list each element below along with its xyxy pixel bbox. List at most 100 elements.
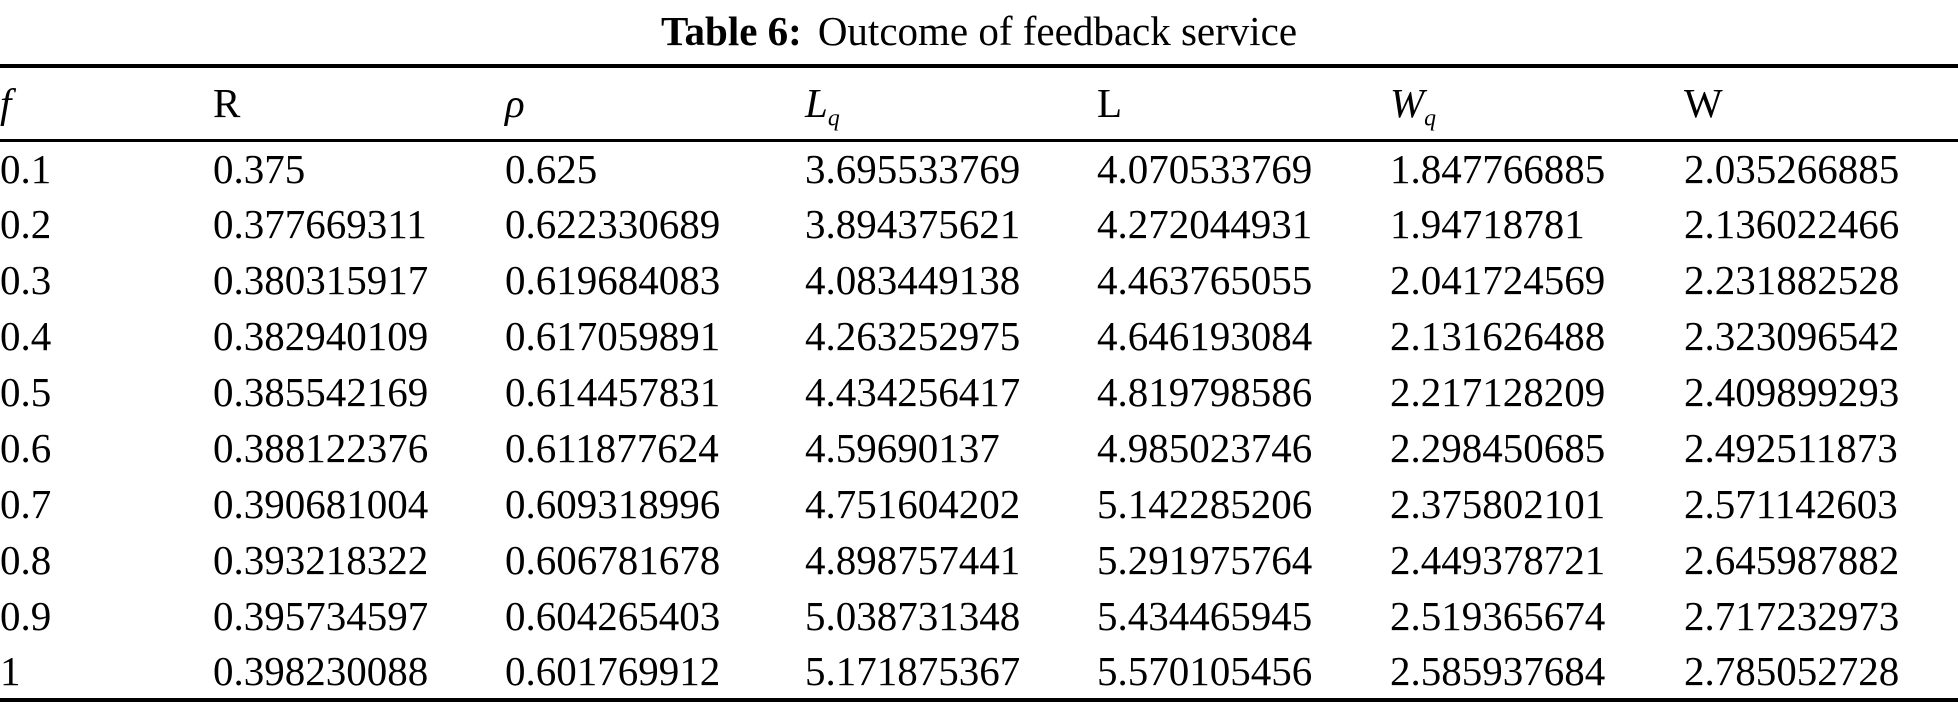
- column-header-base: ρ: [505, 80, 525, 127]
- table-cell: 0.7: [0, 481, 52, 527]
- table-cell: 4.272044931: [1097, 201, 1313, 247]
- column-header-subscript: q: [827, 105, 840, 132]
- table-cell: 2.041724569: [1390, 257, 1606, 303]
- table-cell: 4.751604202: [805, 481, 1021, 527]
- table-row: 0.2 0.377669311 0.622330689 3.894375621 4.27…: [0, 196, 1958, 252]
- table-cell: 1.94718781: [1390, 201, 1585, 247]
- table-cell: 1.847766885: [1390, 145, 1606, 192]
- table-cell: 0.3: [0, 257, 52, 303]
- table-cell: 0.388122376: [213, 425, 429, 471]
- table-cell: 0.390681004: [213, 481, 429, 527]
- table-row: 0.7 0.390681004 0.609318996 4.751604202 5.14…: [0, 476, 1958, 532]
- column-header-L: L: [1097, 66, 1390, 140]
- table-cell: 0.385542169: [213, 369, 429, 415]
- table-row: 0.3 0.380315917 0.619684083 4.083449138 4.46…: [0, 252, 1958, 308]
- column-header-base: L: [805, 80, 828, 127]
- table-cell: 5.171875367: [805, 648, 1021, 694]
- column-header-base: R: [213, 80, 241, 127]
- table-cell: 4.898757441: [805, 537, 1021, 583]
- table-cell: 0.382940109: [213, 313, 429, 359]
- table-cell: 0.619684083: [505, 257, 721, 303]
- table-cell: 0.393218322: [213, 537, 429, 583]
- table-cell: 5.142285206: [1097, 481, 1313, 527]
- column-header-W: W: [1684, 66, 1958, 140]
- table-cell: 0.6: [0, 425, 52, 471]
- table-caption-text: Outcome of feedback service: [817, 8, 1298, 54]
- table-cell: 2.492511873: [1684, 425, 1898, 471]
- table-cell: 3.894375621: [805, 201, 1021, 247]
- column-header-Lq: Lq: [805, 66, 1097, 140]
- table-row: 0.8 0.393218322 0.606781678 4.898757441 5.29…: [0, 532, 1958, 588]
- table-cell: 1: [0, 648, 21, 694]
- table-cell: 4.070533769: [1097, 145, 1313, 192]
- table-cell: 0.380315917: [213, 257, 429, 303]
- table-cell: 0.611877624: [505, 425, 719, 471]
- column-header-subscript: q: [1424, 105, 1437, 132]
- table-row: 0.4 0.382940109 0.617059891 4.263252975 4.64…: [0, 308, 1958, 364]
- table-cell: 5.291975764: [1097, 537, 1313, 583]
- table-cell: 0.4: [0, 313, 52, 359]
- table-cell: 0.2: [0, 201, 52, 247]
- table-cell: 0.398230088: [213, 648, 429, 694]
- table-cell: 0.617059891: [505, 313, 721, 359]
- table-row: 0.1 0.375 0.625 3.695533769 4.070533769 1.847…: [0, 140, 1958, 196]
- column-header-f: f: [0, 66, 213, 140]
- table-cell: 0.375: [213, 145, 306, 192]
- table-cell: 2.717232973: [1684, 593, 1900, 639]
- column-header-base: W: [1684, 80, 1723, 127]
- table-cell: 2.131626488: [1390, 313, 1606, 359]
- table-body: 0.1 0.375 0.625 3.695533769 4.070533769 1.847…: [0, 140, 1958, 700]
- table-cell: 2.645987882: [1684, 537, 1900, 583]
- table-cell: 2.298450685: [1390, 425, 1606, 471]
- table-cell: 4.646193084: [1097, 313, 1313, 359]
- table-cell: 2.585937684: [1390, 648, 1606, 694]
- table-cell: 2.231882528: [1684, 257, 1900, 303]
- table-caption: Table 6: Outcome of feedback service: [0, 0, 1958, 64]
- table-row: 0.6 0.388122376 0.611877624 4.59690137 4.985…: [0, 420, 1958, 476]
- table-cell: 4.083449138: [805, 257, 1021, 303]
- column-header-base: f: [0, 80, 12, 127]
- table-caption-label: Table 6:: [660, 8, 802, 54]
- table-cell: 4.985023746: [1097, 425, 1313, 471]
- table-cell: 0.395734597: [213, 593, 429, 639]
- table-row: 0.5 0.385542169 0.614457831 4.434256417 4.81…: [0, 364, 1958, 420]
- column-header-rho: ρ: [505, 66, 805, 140]
- column-header-Wq: Wq: [1390, 66, 1684, 140]
- table-row: 0.9 0.395734597 0.604265403 5.038731348 5.43…: [0, 588, 1958, 644]
- table-cell: 3.695533769: [805, 145, 1021, 192]
- table-cell: 0.5: [0, 369, 52, 415]
- table-cell: 0.1: [0, 145, 52, 192]
- table-cell: 0.8: [0, 537, 52, 583]
- table-cell: 2.035266885: [1684, 145, 1900, 192]
- table-cell: 0.601769912: [505, 648, 721, 694]
- table-cell: 2.323096542: [1684, 313, 1900, 359]
- table-cell: 2.409899293: [1684, 369, 1900, 415]
- table-cell: 0.625: [505, 145, 598, 192]
- table-row: 1 0.398230088 0.601769912 5.171875367 5.5701…: [0, 644, 1958, 700]
- table-cell: 2.571142603: [1684, 481, 1898, 527]
- table-cell: 4.819798586: [1097, 369, 1313, 415]
- table-cell: 0.614457831: [505, 369, 721, 415]
- table-cell: 2.449378721: [1390, 537, 1606, 583]
- table-cell: 4.59690137: [805, 425, 1000, 471]
- table-cell: 5.038731348: [805, 593, 1021, 639]
- table-cell: 2.519365674: [1390, 593, 1606, 639]
- table-cell: 0.9: [0, 593, 52, 639]
- table-cell: 2.375802101: [1390, 481, 1606, 527]
- column-header-base: W: [1390, 80, 1425, 127]
- table-cell: 4.434256417: [805, 369, 1021, 415]
- table-cell: 5.570105456: [1097, 648, 1313, 694]
- table-cell: 2.217128209: [1390, 369, 1606, 415]
- table-cell: 0.377669311: [213, 201, 427, 247]
- table-cell: 4.463765055: [1097, 257, 1313, 303]
- table-cell: 4.263252975: [805, 313, 1021, 359]
- column-header-R: R: [213, 66, 505, 140]
- table-cell: 5.434465945: [1097, 593, 1313, 639]
- column-header-base: L: [1097, 80, 1123, 127]
- table-cell: 0.604265403: [505, 593, 721, 639]
- table-cell: 2.136022466: [1684, 201, 1900, 247]
- table-cell: 2.785052728: [1684, 648, 1900, 694]
